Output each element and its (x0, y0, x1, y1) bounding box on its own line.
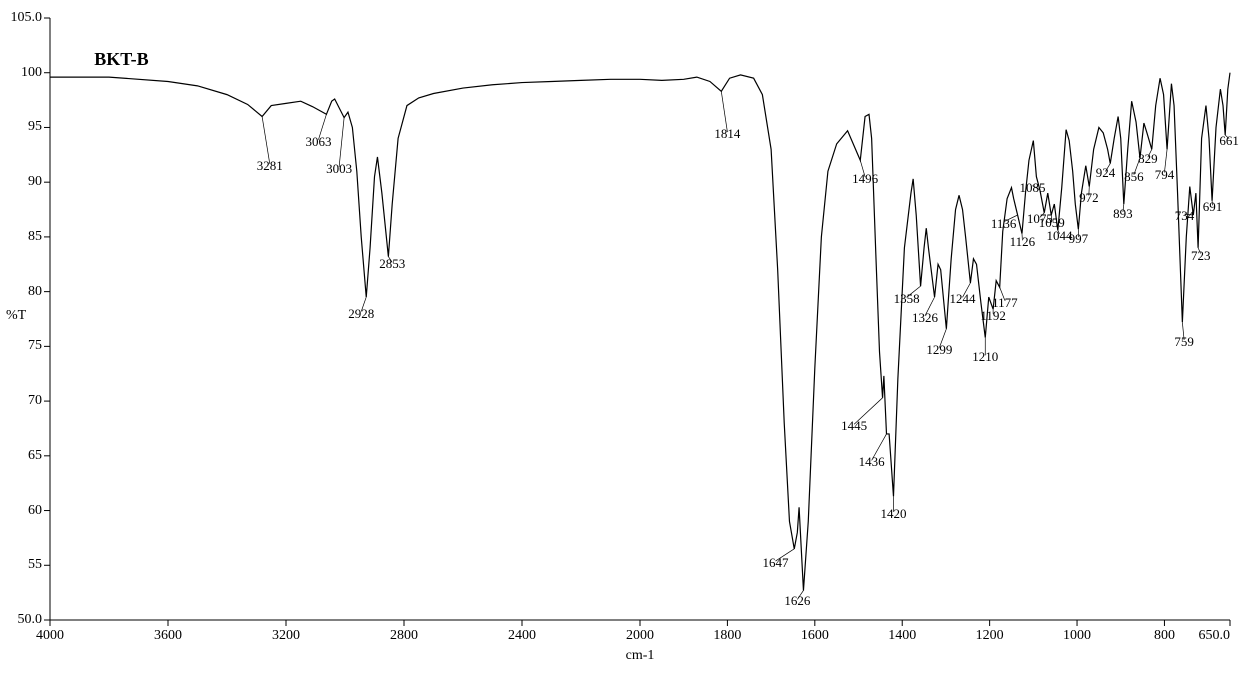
x-tick-1200: 1200 (976, 628, 1004, 644)
peak-1445: 1445 (841, 418, 867, 434)
y-tick-100: 100 (21, 65, 42, 81)
peak-1626: 1626 (784, 593, 810, 609)
peak-1420: 1420 (880, 506, 906, 522)
x-tick-1800: 1800 (713, 628, 741, 644)
peak-3063: 3063 (305, 134, 331, 150)
peak-1177: 1177 (992, 295, 1018, 311)
peak-734: 734 (1175, 208, 1195, 224)
peak-1244: 1244 (950, 291, 976, 307)
peak-1496: 1496 (852, 171, 878, 187)
peak-1299: 1299 (926, 342, 952, 358)
x-tick-2800: 2800 (390, 628, 418, 644)
spectrum-title: BKT-B (94, 49, 148, 70)
peak-759: 759 (1174, 334, 1194, 350)
x-tick-3200: 3200 (272, 628, 300, 644)
y-tick-105: 105.0 (11, 10, 43, 26)
peak-661: 661 (1219, 133, 1239, 149)
y-tick-70: 70 (28, 393, 42, 409)
peak-2928: 2928 (348, 306, 374, 322)
y-tick-95: 95 (28, 119, 42, 135)
y-axis-label: %T (6, 308, 26, 324)
peak-997: 997 (1069, 231, 1089, 247)
peak-1326: 1326 (912, 310, 938, 326)
x-tick-1400: 1400 (888, 628, 916, 644)
x-tick-4000: 4000 (36, 628, 64, 644)
peak-856: 856 (1124, 169, 1144, 185)
peak-924: 924 (1096, 165, 1116, 181)
peak-972: 972 (1079, 190, 1099, 206)
x-tick-3600: 3600 (154, 628, 182, 644)
peak-1436: 1436 (859, 454, 885, 470)
peak-3003: 3003 (326, 161, 352, 177)
y-tick-50: 50.0 (18, 612, 43, 628)
y-tick-75: 75 (28, 338, 42, 354)
peak-794: 794 (1155, 167, 1175, 183)
peak-1136: 1136 (991, 216, 1017, 232)
peak-3281: 3281 (257, 158, 283, 174)
ir-spectrum-chart: 4000 3600 3200 2800 2400 2000 1800 1600 1400 1200… (0, 0, 1240, 680)
x-tick-2400: 2400 (508, 628, 536, 644)
x-tick-650: 650.0 (1199, 628, 1231, 644)
y-tick-60: 60 (28, 503, 42, 519)
peak-893: 893 (1113, 206, 1133, 222)
x-axis-label: cm-1 (626, 648, 655, 664)
peak-1085: 1085 (1019, 180, 1045, 196)
x-tick-1600: 1600 (801, 628, 829, 644)
peak-1647: 1647 (762, 555, 788, 571)
peak-1358: 1358 (894, 291, 920, 307)
peak-2853: 2853 (379, 256, 405, 272)
peak-1814: 1814 (714, 126, 740, 142)
y-tick-65: 65 (28, 448, 42, 464)
y-tick-85: 85 (28, 229, 42, 245)
peak-829: 829 (1138, 151, 1158, 167)
x-tick-2000: 2000 (626, 628, 654, 644)
y-tick-55: 55 (28, 557, 42, 573)
x-tick-800: 800 (1154, 628, 1175, 644)
y-tick-90: 90 (28, 174, 42, 190)
peak-1210: 1210 (972, 349, 998, 365)
x-tick-1000: 1000 (1063, 628, 1091, 644)
chart-svg (0, 0, 1240, 680)
peak-691: 691 (1203, 199, 1223, 215)
peak-723: 723 (1191, 248, 1211, 264)
y-tick-80: 80 (28, 284, 42, 300)
peak-1126: 1126 (1010, 234, 1036, 250)
